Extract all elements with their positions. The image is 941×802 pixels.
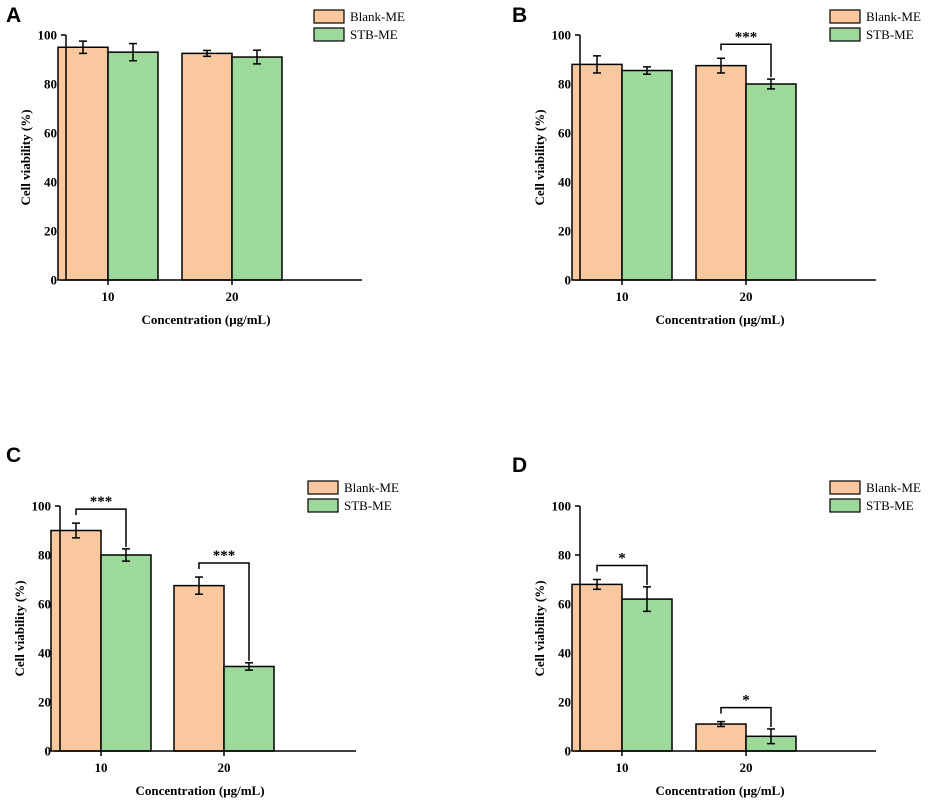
x-axis-label: Concentration (μg/mL) [655,783,784,798]
y-tick-label: 40 [44,175,57,190]
legend-swatch-stb-me [307,498,339,513]
bar-stb-me [621,69,673,281]
y-tick-label: 80 [558,548,571,563]
y-axis-label: Cell viability (%) [18,109,33,205]
x-tick-label: 10 [616,289,629,304]
bar-blank-me [695,64,747,281]
y-tick-label: 40 [558,646,571,661]
y-tick-label: 20 [558,224,571,239]
legend-swatch-stb-me [313,27,345,42]
bar-blank-me [50,529,102,752]
y-tick-label: 20 [44,224,57,239]
significance-label: *** [735,29,758,45]
y-tick-label: 80 [558,77,571,92]
y-tick-label: 80 [44,77,57,92]
panel-letter: D [512,454,527,477]
y-tick-label: 0 [51,273,58,288]
significance-bracket [720,706,772,727]
panel-d: D 0 20 40 60 80 100 10 20 * * Concentration (μg/mL)… [512,454,921,798]
y-tick-label: 0 [45,744,52,759]
legend-swatch-stb-me [829,27,861,42]
panel-c: C 0 20 40 60 80 100 10 20 *** *** Concentration (μg… [6,444,399,798]
legend-label: Blank-ME [866,9,921,24]
legend-swatch-blank-me [313,9,345,24]
y-tick-label: 60 [38,597,51,612]
legend-swatch-stb-me [829,498,861,513]
bar-blank-me [173,584,225,752]
bar-stb-me [745,83,797,281]
x-axis-label: Concentration (μg/mL) [141,312,270,327]
bar-stb-me [100,554,152,752]
x-tick-label: 10 [95,760,108,775]
significance-label: *** [213,548,236,564]
y-tick-label: 100 [552,28,572,43]
significance-bracket [596,564,648,585]
panel-a: A 0 20 40 60 80 100 10 20 Concentration (μg/mL) Ce… [6,4,405,327]
x-tick-label: 10 [616,760,629,775]
y-tick-label: 40 [558,175,571,190]
legend-swatch-blank-me [307,480,339,495]
significance-label: * [618,551,626,567]
x-axis-label: Concentration (μg/mL) [655,312,784,327]
bar-blank-me [181,52,233,281]
y-axis-label: Cell viability (%) [532,580,547,676]
legend-swatch-blank-me [829,480,861,495]
significance-label: *** [90,494,113,510]
x-tick-label: 20 [226,289,239,304]
bar-stb-me [231,56,283,281]
significance-bracket [75,508,127,547]
x-tick-label: 10 [102,289,115,304]
legend-label: STB-ME [350,27,398,42]
bar-stb-me [223,665,275,752]
y-axis-label: Cell viability (%) [532,109,547,205]
y-tick-label: 20 [558,695,571,710]
x-tick-label: 20 [740,760,753,775]
bar-blank-me [695,723,747,752]
y-tick-label: 0 [565,744,572,759]
legend-swatch-blank-me [829,9,861,24]
x-axis-label: Concentration (μg/mL) [135,783,264,798]
legend-label: Blank-ME [866,480,921,495]
y-axis-label: Cell viability (%) [12,580,27,676]
y-tick-label: 20 [38,695,51,710]
y-tick-label: 80 [38,548,51,563]
panel-letter: A [6,4,21,27]
y-tick-label: 40 [38,646,51,661]
panel-letter: B [512,4,527,27]
bar-stb-me [621,598,673,752]
y-tick-label: 100 [32,499,52,514]
y-tick-label: 60 [558,597,571,612]
y-tick-label: 60 [558,126,571,141]
legend-label: Blank-ME [350,9,405,24]
significance-label: * [742,693,750,709]
legend-label: STB-ME [344,498,392,513]
significance-bracket [198,562,250,661]
panel-letter: C [6,444,21,467]
x-tick-label: 20 [218,760,231,775]
legend-label: STB-ME [866,27,914,42]
y-tick-label: 100 [552,499,572,514]
x-tick-label: 20 [740,289,753,304]
panel-b: B 0 20 40 60 80 100 10 20 *** Concentration (μg/mL… [512,4,921,327]
legend-label: STB-ME [866,498,914,513]
significance-bracket [720,43,772,78]
bar-stb-me [107,51,159,281]
y-tick-label: 0 [565,273,572,288]
legend-label: Blank-ME [344,480,399,495]
y-tick-label: 60 [44,126,57,141]
y-tick-label: 100 [38,28,58,43]
